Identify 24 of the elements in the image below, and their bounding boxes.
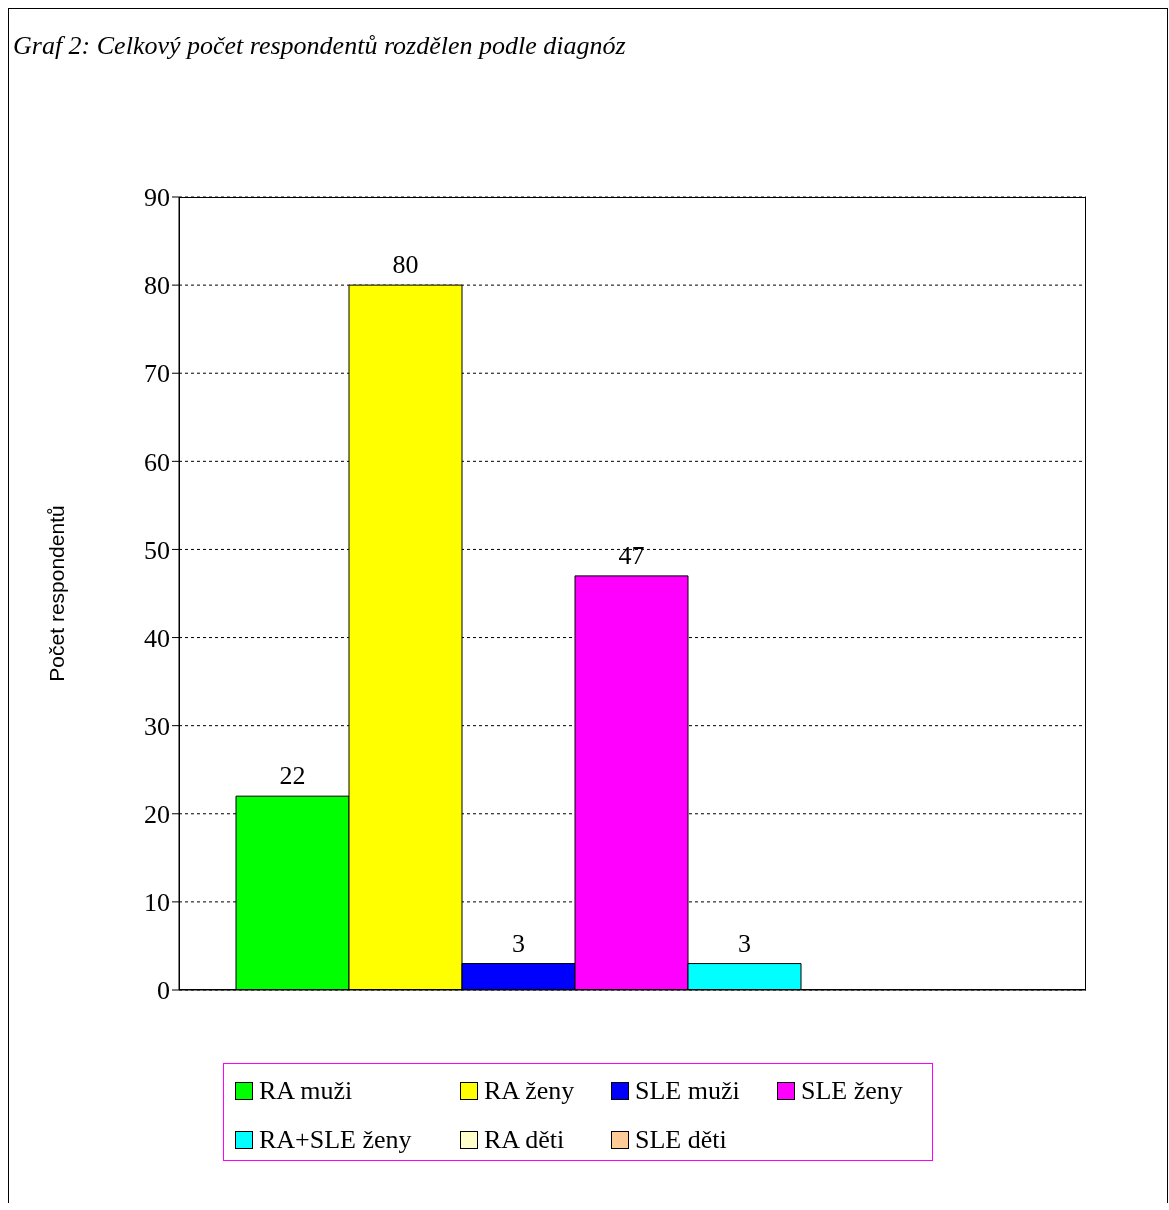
y-tick-label: 0 [157, 976, 170, 1006]
legend-label: RA+SLE ženy [259, 1124, 412, 1155]
y-tick-label: 80 [144, 271, 170, 301]
data-label: 47 [618, 540, 645, 570]
legend-label: SLE ženy [801, 1075, 903, 1106]
y-tick-label: 30 [144, 711, 170, 741]
chart-title: Graf 2: Celkový počet respondentů rozdělen podle diagnóz [13, 31, 626, 61]
legend-label: SLE muži [635, 1075, 740, 1106]
data-label: 3 [512, 928, 525, 958]
data-label: 3 [738, 928, 751, 958]
data-label: 80 [392, 250, 419, 280]
y-tick-label: 20 [144, 800, 170, 830]
y-tick-label: 10 [144, 888, 170, 918]
y-tick-label: 60 [144, 447, 170, 477]
y-tick-label: 70 [144, 359, 170, 389]
y-tick-label: 40 [144, 623, 170, 653]
legend-label: RA muži [259, 1075, 353, 1106]
y-tick-label: 50 [144, 535, 170, 565]
legend-label: RA děti [484, 1124, 565, 1155]
y-tick-label: 90 [144, 183, 170, 213]
y-axis-title: Počet respondentů [45, 505, 69, 682]
data-label: 22 [279, 761, 306, 791]
legend-label: RA ženy [484, 1075, 575, 1106]
legend-label: SLE děti [635, 1124, 727, 1155]
